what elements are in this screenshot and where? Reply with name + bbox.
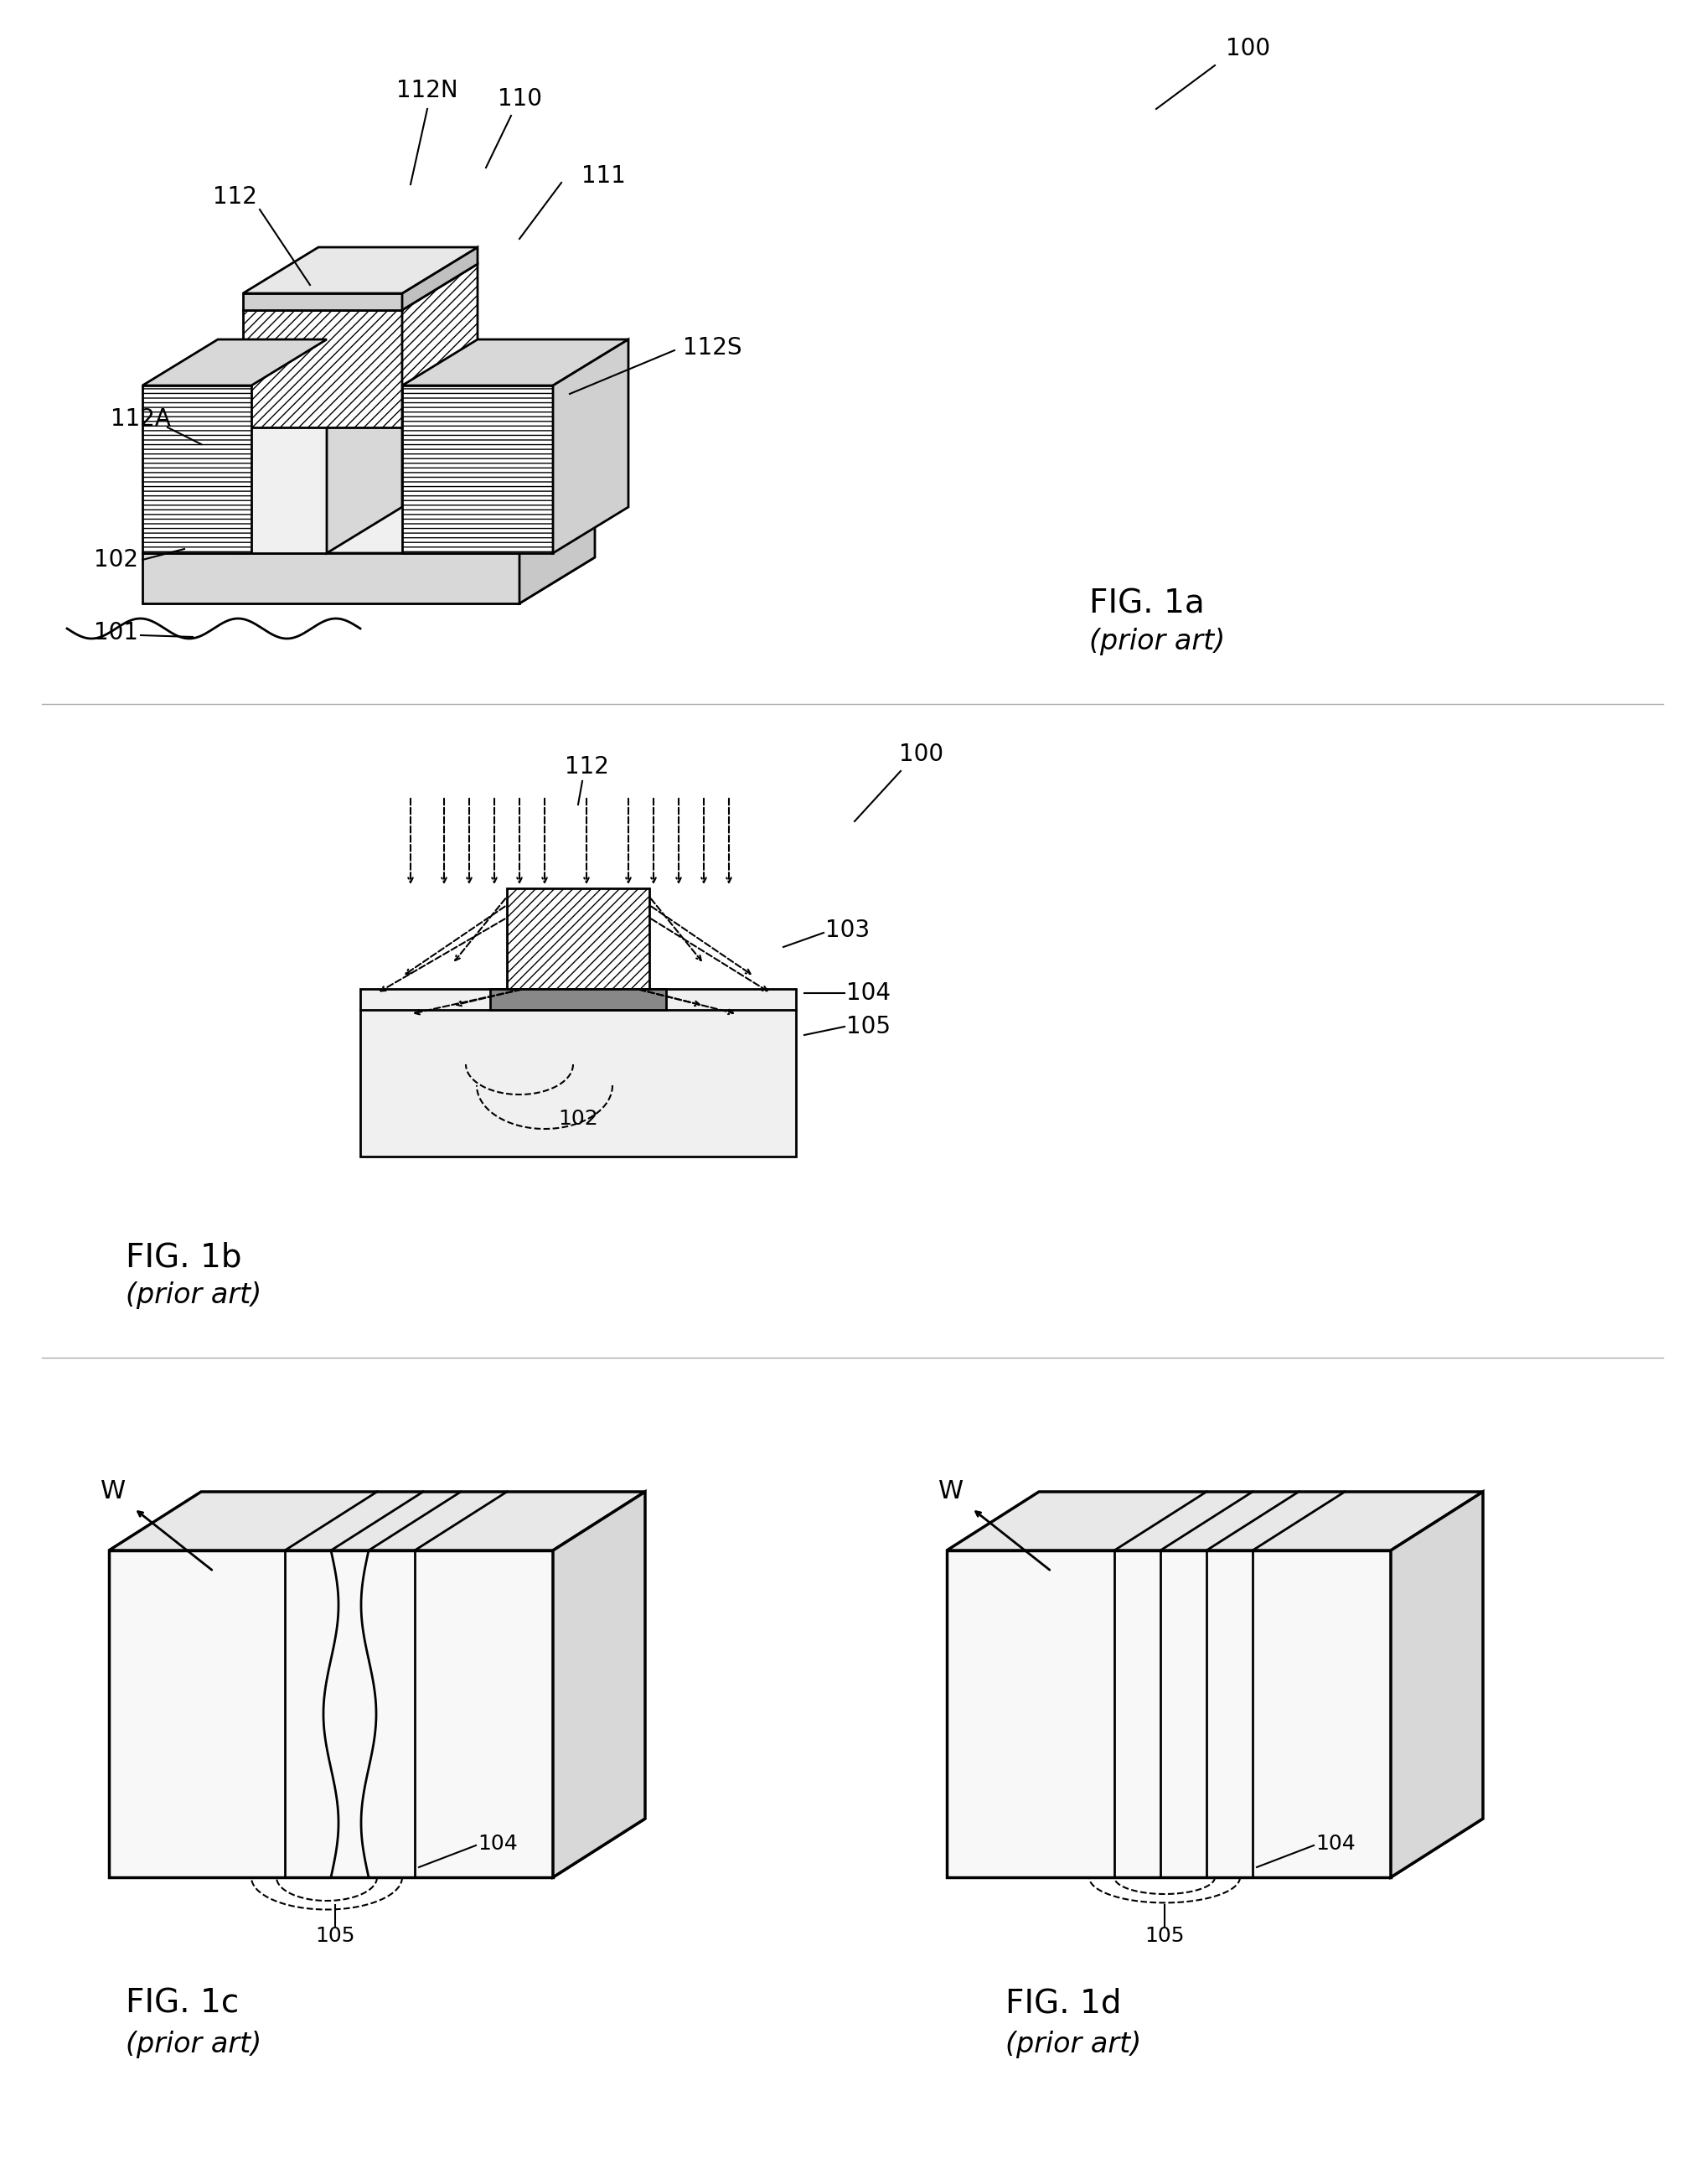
Polygon shape (109, 1492, 644, 1551)
Text: 103: 103 (825, 919, 870, 941)
Polygon shape (402, 264, 477, 428)
Text: 100: 100 (899, 743, 945, 767)
Text: 112: 112 (564, 756, 609, 778)
Text: 105: 105 (1144, 1926, 1185, 1946)
Polygon shape (327, 323, 402, 553)
Polygon shape (244, 293, 402, 310)
Polygon shape (552, 1492, 644, 1878)
Text: (prior art): (prior art) (1089, 627, 1226, 655)
Text: 105: 105 (315, 1926, 355, 1946)
Text: 104: 104 (846, 981, 890, 1005)
Text: FIG. 1b: FIG. 1b (126, 1241, 242, 1273)
Polygon shape (143, 339, 327, 387)
Text: (prior art): (prior art) (1006, 2031, 1141, 2060)
Polygon shape (946, 1551, 1391, 1878)
Polygon shape (109, 1551, 552, 1878)
Polygon shape (244, 310, 402, 428)
Polygon shape (244, 264, 477, 310)
Polygon shape (244, 247, 477, 293)
Polygon shape (143, 507, 595, 553)
Text: 112N: 112N (397, 79, 459, 103)
Text: FIG. 1a: FIG. 1a (1089, 587, 1205, 620)
Polygon shape (143, 553, 520, 603)
Polygon shape (235, 369, 327, 553)
Text: 110: 110 (498, 87, 542, 111)
Polygon shape (402, 247, 477, 310)
Polygon shape (235, 323, 402, 369)
Polygon shape (520, 507, 595, 603)
Text: 111: 111 (581, 164, 626, 188)
Text: 104: 104 (477, 1835, 518, 1854)
Bar (489, 989, 667, 1009)
Bar (506, 889, 650, 989)
Text: (prior art): (prior art) (126, 2031, 261, 2060)
Polygon shape (143, 387, 251, 553)
Bar (360, 989, 796, 1158)
Text: 112: 112 (213, 186, 257, 210)
Polygon shape (143, 557, 595, 603)
Polygon shape (402, 387, 552, 553)
Text: 104: 104 (1315, 1835, 1355, 1854)
Text: W: W (938, 1479, 963, 1505)
Polygon shape (402, 339, 629, 387)
Text: 112S: 112S (682, 336, 742, 360)
Polygon shape (946, 1819, 1483, 1878)
Text: 112A: 112A (111, 406, 170, 430)
Text: FIG. 1c: FIG. 1c (126, 1987, 239, 2018)
Polygon shape (552, 339, 629, 553)
Text: (prior art): (prior art) (126, 1282, 261, 1308)
Text: FIG. 1d: FIG. 1d (1006, 1987, 1122, 2018)
Text: 102: 102 (94, 548, 138, 572)
Polygon shape (1391, 1492, 1483, 1878)
Text: 105: 105 (846, 1016, 890, 1037)
Text: W: W (101, 1479, 126, 1505)
Polygon shape (109, 1819, 644, 1878)
Polygon shape (946, 1492, 1483, 1551)
Text: 102: 102 (558, 1109, 598, 1129)
Text: 100: 100 (1226, 37, 1270, 61)
Text: 101: 101 (94, 620, 138, 644)
